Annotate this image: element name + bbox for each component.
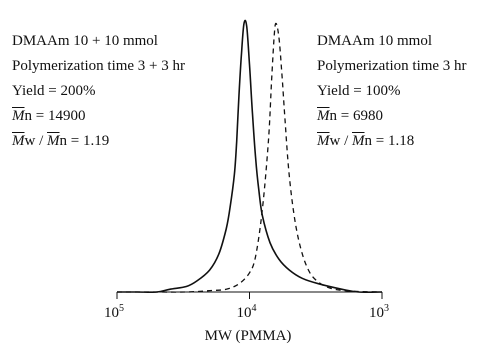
annotation-line: Yield = 200% [12,83,96,99]
annotation-right: DMAAm 10 mmol Polymerization time 3 hr Y… [317,29,467,154]
x-tick-label: 105 [104,303,124,321]
mn-subscript: n [364,133,373,149]
mn-subscript: n [329,108,338,124]
mn-value: = 6980 [337,108,383,124]
dashed-series-line [117,22,383,293]
mw-subscript: w [329,133,341,149]
solid-series-line [117,19,383,294]
mw-subscript: w [24,133,36,149]
mn-symbol: M [47,133,60,149]
ratio-separator: / [35,133,48,149]
x-axis-label: MW (PMMA) [205,328,292,344]
mn-symbol: M [12,108,25,124]
mn-subscript: n [59,133,68,149]
pdi-line: Mw / Mn = 1.19 [12,129,185,154]
x-tick-label: 104 [237,303,257,321]
x-tick-label: 103 [369,303,389,321]
ratio-separator: / [340,133,353,149]
annotation-line: Yield = 100% [317,83,401,99]
annotation-line: Polymerization time 3 hr [317,58,467,74]
mn-line: Mn = 6980 [317,104,467,129]
mw-symbol: M [317,133,330,149]
pdi-value: = 1.19 [67,133,110,149]
annotation-left: DMAAm 10 + 10 mmol Polymerization time 3… [12,29,185,154]
pdi-line: Mw / Mn = 1.18 [317,129,467,154]
annotation-line: Polymerization time 3 + 3 hr [12,58,186,74]
mn-subscript: n [24,108,33,124]
mw-symbol: M [12,133,25,149]
pdi-value: = 1.18 [372,133,415,149]
mn-symbol: M [352,133,365,149]
mn-value: = 14900 [32,108,86,124]
annotation-line: DMAAm 10 + 10 mmol [12,33,158,49]
x-axis: 105 104 103 [104,291,389,321]
mn-symbol: M [317,108,330,124]
annotation-line: DMAAm 10 mmol [317,33,433,49]
series-group [117,19,383,294]
mn-line: Mn = 14900 [12,104,185,129]
